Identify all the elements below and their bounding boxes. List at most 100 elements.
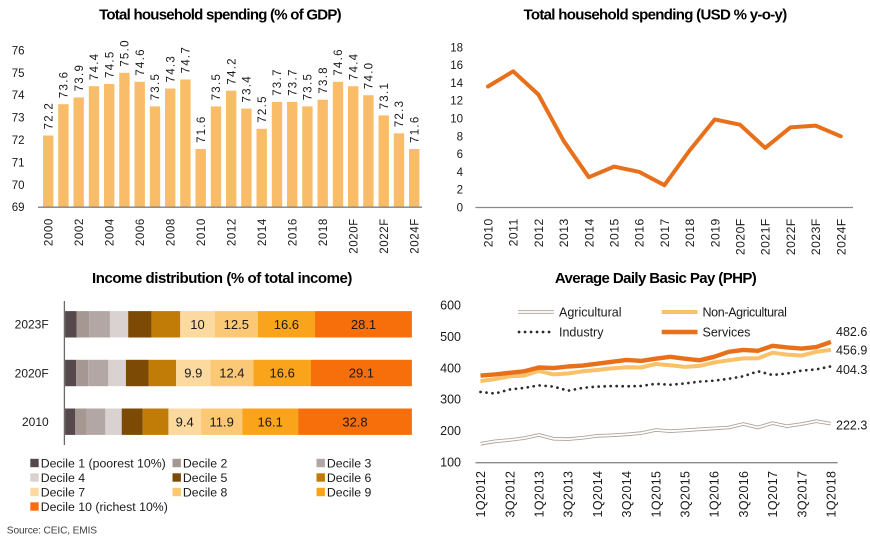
svg-text:3Q2012: 3Q2012	[503, 471, 517, 518]
svg-text:1Q2013: 1Q2013	[533, 471, 547, 518]
svg-text:2010: 2010	[196, 218, 208, 246]
svg-text:404.3: 404.3	[836, 363, 867, 377]
svg-text:9.4: 9.4	[176, 414, 194, 429]
svg-text:Decile 4: Decile 4	[41, 471, 86, 485]
svg-text:2015: 2015	[608, 218, 622, 247]
svg-text:1Q2016: 1Q2016	[708, 471, 722, 518]
svg-text:Decile 5: Decile 5	[183, 471, 228, 485]
svg-text:Decile 3: Decile 3	[327, 456, 372, 470]
svg-text:500: 500	[440, 330, 461, 344]
svg-text:1Q2014: 1Q2014	[591, 471, 605, 518]
svg-text:75.0: 75.0	[120, 39, 132, 67]
svg-text:71.6: 71.6	[409, 115, 421, 143]
svg-text:2020F: 2020F	[348, 218, 360, 254]
svg-text:14: 14	[450, 78, 463, 90]
svg-text:Income distribution (% of tota: Income distribution (% of total income)	[92, 270, 352, 287]
svg-text:73.4: 73.4	[242, 75, 254, 103]
svg-text:2022F: 2022F	[784, 218, 798, 255]
svg-text:2: 2	[457, 185, 463, 197]
svg-text:73.8: 73.8	[318, 66, 330, 94]
svg-text:Non-Agricultural: Non-Agricultural	[703, 306, 787, 320]
svg-text:32.8: 32.8	[342, 414, 367, 429]
svg-text:100: 100	[440, 456, 461, 470]
svg-text:8: 8	[457, 131, 463, 143]
svg-text:2024F: 2024F	[409, 218, 421, 254]
svg-text:73.6: 73.6	[59, 71, 71, 99]
svg-text:Decile 1 (poorest 10%): Decile 1 (poorest 10%)	[41, 456, 166, 470]
svg-text:2022F: 2022F	[379, 218, 391, 254]
svg-text:18: 18	[450, 42, 463, 54]
svg-text:Decile 9: Decile 9	[327, 485, 372, 499]
svg-text:72: 72	[12, 135, 25, 147]
svg-text:2000: 2000	[43, 218, 55, 246]
svg-text:2012: 2012	[226, 218, 238, 246]
svg-text:Industry: Industry	[559, 326, 604, 340]
svg-text:12.4: 12.4	[219, 366, 244, 381]
svg-text:2023F: 2023F	[15, 318, 49, 332]
svg-text:29.1: 29.1	[349, 366, 374, 381]
svg-text:16.6: 16.6	[270, 366, 295, 381]
svg-text:12: 12	[450, 96, 463, 108]
svg-text:200: 200	[440, 424, 461, 438]
svg-text:Decile 8: Decile 8	[183, 485, 228, 499]
svg-text:72.5: 72.5	[257, 95, 269, 123]
svg-text:74.6: 74.6	[333, 48, 345, 76]
svg-text:73.9: 73.9	[74, 64, 86, 92]
svg-text:16: 16	[450, 60, 463, 72]
svg-text:3Q2017: 3Q2017	[795, 471, 809, 518]
svg-text:74.2: 74.2	[226, 57, 238, 85]
svg-text:2002: 2002	[74, 218, 86, 246]
svg-text:Total household spending (USD: Total household spending (USD % y-o-y)	[523, 7, 787, 24]
svg-text:3Q2013: 3Q2013	[562, 471, 576, 518]
svg-text:1Q2017: 1Q2017	[766, 471, 780, 518]
svg-text:76: 76	[12, 45, 25, 57]
svg-text:600: 600	[440, 299, 461, 313]
svg-text:6: 6	[457, 149, 463, 161]
svg-text:12.5: 12.5	[224, 317, 249, 332]
svg-text:2016: 2016	[287, 218, 299, 246]
svg-text:72.3: 72.3	[394, 100, 406, 128]
svg-text:2012: 2012	[532, 218, 546, 247]
svg-text:Agricultural: Agricultural	[559, 306, 622, 320]
svg-text:0: 0	[457, 203, 463, 215]
svg-text:2024F: 2024F	[834, 218, 848, 255]
svg-text:2006: 2006	[135, 218, 147, 246]
svg-text:2018: 2018	[318, 218, 330, 246]
svg-text:73.7: 73.7	[287, 68, 299, 96]
svg-text:75: 75	[12, 68, 25, 80]
svg-text:73.5: 73.5	[150, 73, 162, 101]
svg-text:222.3: 222.3	[836, 418, 867, 432]
svg-text:Services: Services	[703, 326, 751, 340]
svg-text:71: 71	[12, 157, 25, 169]
svg-text:2020F: 2020F	[734, 218, 748, 255]
svg-text:1Q2018: 1Q2018	[825, 471, 839, 518]
svg-text:Decile 6: Decile 6	[327, 471, 372, 485]
svg-text:2014: 2014	[257, 218, 269, 246]
svg-text:2013: 2013	[557, 218, 571, 247]
svg-text:4: 4	[457, 167, 464, 179]
svg-text:16.1: 16.1	[258, 414, 283, 429]
svg-text:3Q2016: 3Q2016	[737, 471, 751, 518]
svg-text:2021F: 2021F	[759, 218, 773, 255]
svg-text:2010: 2010	[22, 415, 49, 429]
svg-text:9.9: 9.9	[184, 366, 202, 381]
svg-text:1Q2015: 1Q2015	[649, 471, 663, 518]
svg-text:72.2: 72.2	[43, 102, 55, 130]
svg-text:Average Daily Basic Pay (PHP): Average Daily Basic Pay (PHP)	[555, 270, 757, 287]
svg-text:2023F: 2023F	[809, 218, 823, 255]
svg-text:456.9: 456.9	[836, 343, 867, 357]
svg-text:3Q2015: 3Q2015	[679, 471, 693, 518]
svg-text:69: 69	[12, 202, 25, 214]
svg-text:74.3: 74.3	[165, 55, 177, 83]
svg-text:11.9: 11.9	[210, 414, 234, 429]
svg-text:2014: 2014	[582, 218, 596, 247]
svg-text:28.1: 28.1	[351, 317, 376, 332]
svg-text:73.1: 73.1	[379, 82, 391, 110]
svg-text:71.6: 71.6	[196, 115, 208, 143]
svg-text:Decile 7: Decile 7	[41, 485, 86, 499]
svg-text:2019: 2019	[708, 218, 722, 247]
svg-text:482.6: 482.6	[836, 325, 867, 339]
svg-text:2018: 2018	[683, 218, 697, 247]
svg-text:74.4: 74.4	[348, 53, 360, 81]
svg-text:70: 70	[12, 180, 25, 192]
